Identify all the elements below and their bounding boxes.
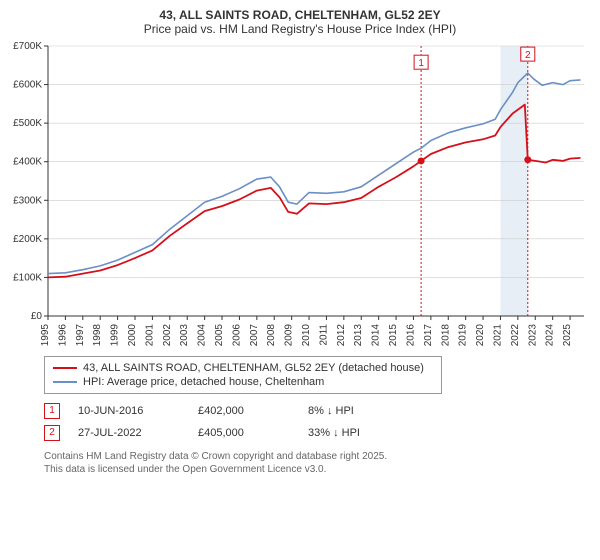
svg-text:2021: 2021 [492,324,503,347]
svg-text:2002: 2002 [162,324,173,347]
transaction-price: £402,000 [198,405,308,417]
legend: 43, ALL SAINTS ROAD, CHELTENHAM, GL52 2E… [44,356,442,394]
svg-text:2012: 2012 [336,324,347,347]
title-subtitle: Price paid vs. HM Land Registry's House … [10,22,590,36]
svg-text:2011: 2011 [318,324,329,346]
transaction-diff: 33% ↓ HPI [308,427,418,439]
svg-text:2005: 2005 [214,324,225,347]
svg-text:2017: 2017 [423,324,434,347]
svg-text:2022: 2022 [510,324,521,347]
svg-text:2: 2 [525,50,531,61]
footer-line: Contains HM Land Registry data © Crown c… [44,450,590,463]
svg-text:£200K: £200K [13,234,42,245]
table-row: 2 27-JUL-2022 £405,000 33% ↓ HPI [44,422,590,444]
transaction-marker: 1 [44,403,60,419]
transactions-table: 1 10-JUN-2016 £402,000 8% ↓ HPI 2 27-JUL… [44,400,590,444]
transaction-date: 10-JUN-2016 [78,405,198,417]
svg-text:£100K: £100K [13,272,42,283]
footer-attribution: Contains HM Land Registry data © Crown c… [44,450,590,476]
footer-line: This data is licensed under the Open Gov… [44,463,590,476]
title-address: 43, ALL SAINTS ROAD, CHELTENHAM, GL52 2E… [10,8,590,22]
svg-text:1998: 1998 [92,324,103,347]
svg-text:2016: 2016 [405,324,416,347]
svg-text:£0: £0 [31,311,43,322]
svg-text:2024: 2024 [545,324,556,347]
table-row: 1 10-JUN-2016 £402,000 8% ↓ HPI [44,400,590,422]
svg-text:1997: 1997 [75,324,86,347]
svg-text:1999: 1999 [110,324,121,347]
transaction-marker: 2 [44,425,60,441]
svg-text:£700K: £700K [13,41,42,52]
svg-text:2025: 2025 [562,324,573,347]
svg-text:1995: 1995 [40,324,51,347]
svg-text:2007: 2007 [249,324,260,347]
svg-text:2020: 2020 [475,324,486,347]
svg-text:£600K: £600K [13,80,42,91]
svg-text:2004: 2004 [197,324,208,347]
svg-text:1: 1 [418,58,424,69]
svg-text:£500K: £500K [13,118,42,129]
svg-text:2013: 2013 [353,324,364,347]
svg-text:1996: 1996 [57,324,68,347]
svg-text:2019: 2019 [458,324,469,347]
svg-text:£400K: £400K [13,157,42,168]
svg-text:£300K: £300K [13,195,42,206]
svg-text:2001: 2001 [144,324,155,347]
legend-swatch [53,381,77,383]
transaction-date: 27-JUL-2022 [78,427,198,439]
legend-item: 43, ALL SAINTS ROAD, CHELTENHAM, GL52 2E… [53,361,433,375]
svg-text:2006: 2006 [231,324,242,347]
svg-text:2015: 2015 [388,324,399,347]
svg-text:2008: 2008 [266,324,277,347]
legend-item: HPI: Average price, detached house, Chel… [53,375,433,389]
svg-text:2023: 2023 [527,324,538,347]
chart-title: 43, ALL SAINTS ROAD, CHELTENHAM, GL52 2E… [10,8,590,36]
svg-text:2003: 2003 [179,324,190,347]
svg-text:2018: 2018 [440,324,451,347]
legend-label: 43, ALL SAINTS ROAD, CHELTENHAM, GL52 2E… [83,362,424,374]
chart-area: £0 £100K £200K £300K £400K £500K £600K £700K 199… [10,40,590,350]
transaction-price: £405,000 [198,427,308,439]
svg-text:2014: 2014 [371,324,382,347]
svg-text:2010: 2010 [301,324,312,347]
legend-swatch [53,367,77,369]
svg-text:2000: 2000 [127,324,138,347]
transaction-diff: 8% ↓ HPI [308,405,418,417]
line-chart: £0 £100K £200K £300K £400K £500K £600K £700K 199… [10,40,590,350]
svg-text:2009: 2009 [284,324,295,347]
legend-label: HPI: Average price, detached house, Chel… [83,376,324,388]
